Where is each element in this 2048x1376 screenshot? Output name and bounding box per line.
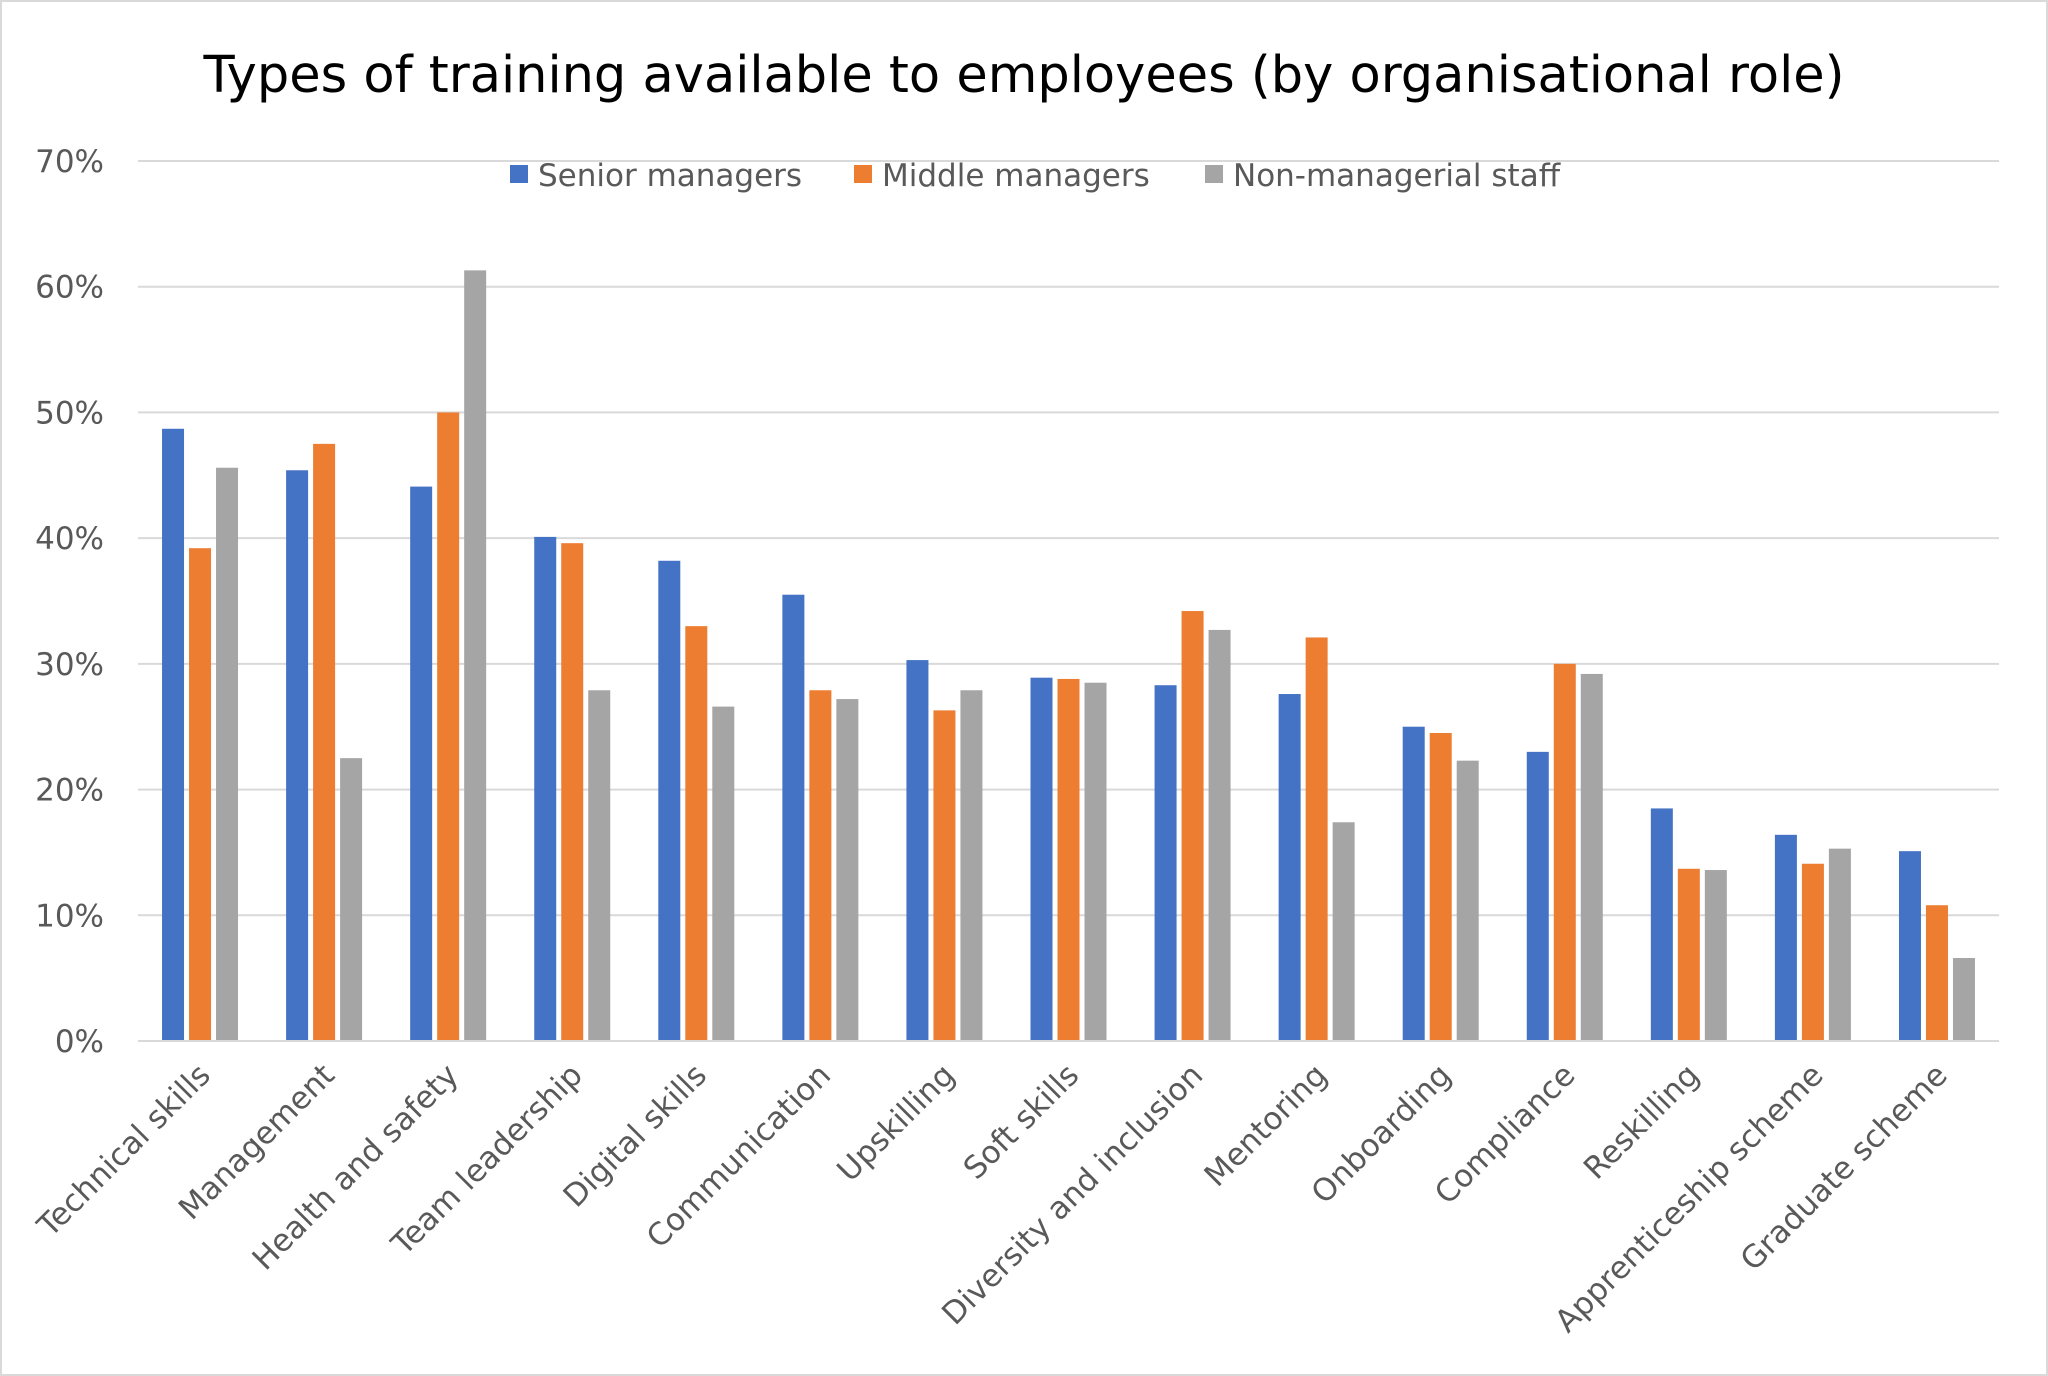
bar-middle-managers: [313, 443, 336, 1041]
bar-non-managerial-staff: [1580, 673, 1603, 1041]
bar-middle-managers: [1801, 863, 1824, 1041]
bar-middle-managers: [1057, 678, 1080, 1041]
legend-swatch: [854, 165, 872, 183]
bar-non-managerial-staff: [1704, 870, 1727, 1041]
bar-non-managerial-staff: [836, 699, 859, 1041]
x-tick-label: Upskilling: [830, 1057, 962, 1189]
bar-non-managerial-staff: [1952, 958, 1975, 1041]
x-tick-label: Reskilling: [1577, 1057, 1706, 1186]
bar-senior-managers: [1898, 851, 1921, 1041]
bar-middle-managers: [1429, 733, 1452, 1041]
x-tick-label: Diversity and inclusion: [935, 1057, 1210, 1332]
bars: [162, 270, 1975, 1042]
y-tick-label: 60%: [35, 270, 104, 306]
chart-title: Types of training available to employees…: [202, 46, 1844, 105]
bar-senior-managers: [1154, 685, 1177, 1041]
bar-middle-managers: [1925, 905, 1948, 1041]
bar-senior-managers: [1402, 726, 1425, 1041]
bar-non-managerial-staff: [1084, 682, 1107, 1041]
y-tick-label: 70%: [35, 144, 104, 180]
x-tick-label: Health and safety: [246, 1057, 466, 1277]
bar-senior-managers: [782, 594, 805, 1041]
bar-senior-managers: [286, 470, 309, 1041]
bar-senior-managers: [1278, 694, 1301, 1041]
bar-non-managerial-staff: [464, 270, 487, 1041]
legend-label: Senior managers: [538, 158, 802, 194]
x-tick-label: Mentoring: [1198, 1057, 1335, 1194]
legend: Senior managers Middle managers Non-manage…: [510, 158, 1561, 194]
bar-middle-managers: [189, 548, 212, 1041]
bar-senior-managers: [534, 536, 557, 1041]
bar-middle-managers: [1553, 663, 1576, 1041]
y-tick-label: 10%: [35, 898, 104, 934]
bar-non-managerial-staff: [216, 467, 239, 1041]
bar-non-managerial-staff: [1456, 760, 1479, 1041]
y-tick-label: 30%: [35, 647, 104, 683]
legend-label: Non-managerial staff: [1233, 158, 1561, 194]
bar-senior-managers: [658, 560, 681, 1041]
x-tick-label: Graduate scheme: [1734, 1057, 1955, 1278]
bar-middle-managers: [561, 543, 584, 1041]
bar-middle-managers: [1305, 637, 1328, 1041]
y-tick-label: 50%: [35, 395, 104, 431]
bar-middle-managers: [437, 412, 460, 1041]
bar-non-managerial-staff: [712, 706, 735, 1041]
bar-non-managerial-staff: [588, 690, 611, 1041]
y-tick-label: 0%: [55, 1024, 104, 1060]
bar-middle-managers: [685, 626, 708, 1041]
legend-label: Middle managers: [882, 158, 1150, 194]
bar-middle-managers: [809, 690, 832, 1041]
bar-senior-managers: [162, 428, 185, 1041]
bar-non-managerial-staff: [1332, 822, 1355, 1041]
bar-non-managerial-staff: [1208, 629, 1231, 1041]
legend-swatch: [1205, 165, 1223, 183]
bar-senior-managers: [1030, 677, 1053, 1041]
bar-senior-managers: [1650, 808, 1673, 1041]
bar-senior-managers: [1774, 834, 1797, 1041]
y-tick-label: 40%: [35, 521, 104, 557]
bar-non-managerial-staff: [1828, 848, 1851, 1041]
bar-middle-managers: [1677, 868, 1700, 1041]
bar-middle-managers: [933, 710, 956, 1041]
x-tick-label: Soft skills: [957, 1057, 1086, 1186]
bar-middle-managers: [1181, 611, 1204, 1041]
bar-senior-managers: [1526, 751, 1549, 1041]
bar-non-managerial-staff: [340, 758, 363, 1041]
y-tick-label: 20%: [35, 773, 104, 809]
y-axis-ticks: 0% 10% 20% 30% 40% 50% 60% 70%: [35, 144, 104, 1060]
bar-senior-managers: [906, 660, 929, 1041]
legend-swatch: [510, 165, 528, 183]
bar-senior-managers: [410, 486, 433, 1042]
bar-non-managerial-staff: [960, 690, 983, 1041]
